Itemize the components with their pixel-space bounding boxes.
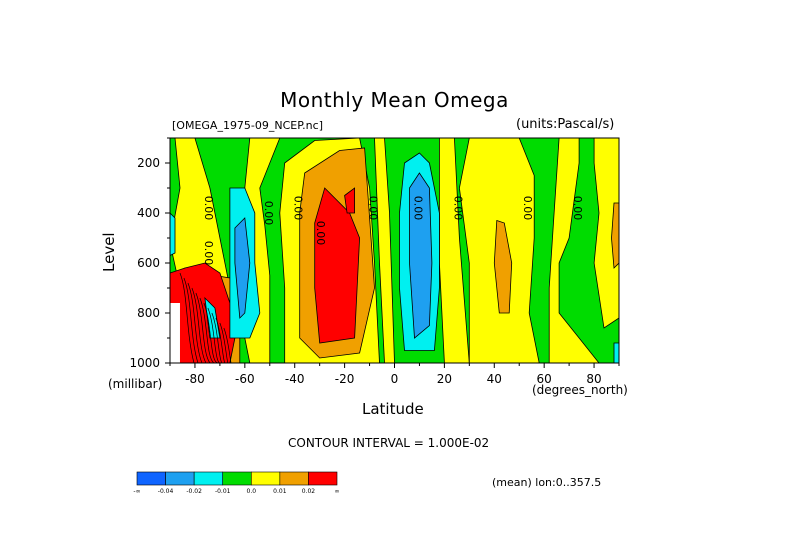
contour-label: 0.00 [521,196,534,221]
y-tick-label: 1000 [129,356,160,370]
colorbar-label: 0.01 [273,488,287,495]
colorbar: -∞ -0.04 -0.02 -0.01 0.0 0.01 0.02 ∞ [133,471,340,495]
dense-contour-line [219,322,234,363]
colorbar-label: -0.02 [186,488,202,495]
contour-field [170,138,619,363]
contour-label: 0.00 [292,196,305,221]
dense-contour-line [191,287,207,363]
contour-band-orange [493,219,513,314]
file-label: [OMEGA_1975-09_NCEP.nc] [172,119,323,132]
y-axis-unit: (millibar) [108,377,163,391]
dense-contour-line [187,282,203,363]
dense-contour-line [211,312,226,363]
contour-band-orange [611,202,619,269]
colorbar-label: -∞ [133,488,140,495]
contour-band-red [344,187,356,214]
dense-contour-line [215,317,230,363]
x-tick-label: 20 [437,372,452,386]
contour-label: 0.00 [571,196,584,221]
colorbar-swatch [279,471,309,486]
x-tick-label: -20 [335,372,355,386]
dense-contour-line [223,327,238,363]
units-label: (units:Pascal/s) [516,117,615,132]
chart-title: Monthly Mean Omega [280,88,509,112]
contour-band-cyan [204,296,221,339]
x-tick-label: 80 [586,372,601,386]
y-tick-label: 800 [137,306,160,320]
missing-data-patch [170,303,180,363]
colorbar-swatch [193,471,224,486]
x-tick-label: 60 [537,372,552,386]
colorbar-label: ∞ [335,488,340,495]
x-axis-unit: (degrees_north) [532,383,628,397]
x-tick-label: -40 [285,372,305,386]
y-axis: 200 400 600 800 1000 [129,137,170,370]
contour-label: 0.00 [202,196,215,221]
colorbar-label: 0.02 [302,488,316,495]
contour-band-yellow [374,138,395,363]
dense-contour-line [207,307,222,363]
colorbar-label: -0.01 [215,488,231,495]
colorbar-swatch [308,471,338,486]
contour-label: 0.00 [262,201,275,226]
contour-band-blue [234,217,251,319]
dense-contour-line [179,272,195,363]
y-tick-label: 600 [137,256,160,270]
contour-interval-note: CONTOUR INTERVAL = 1.000E-02 [288,436,490,450]
dense-contour-line [199,297,215,363]
x-tick-label: 40 [487,372,502,386]
y-axis-label: Level [100,232,118,272]
contour-label: 0.00 [411,196,424,221]
contour-label: 0.00 [314,221,327,246]
contour-band-cyan [613,342,619,363]
colorbar-label: -0.04 [158,488,174,495]
mean-longitude-note: (mean) lon:0..357.5 [492,476,602,489]
y-tick-label: 200 [137,156,160,170]
contour-band-yellow [593,138,619,329]
contour-label: 0.00 [202,241,215,266]
colorbar-swatch [165,471,195,486]
dense-contour-line [195,292,211,363]
contour-label-group: 0.00 0.00 0.00 0.00 0.00 0.00 0.00 0.00 0.00 0.00 [202,196,584,266]
x-tick-label: -60 [235,372,255,386]
dense-contour-line [183,277,199,363]
contour-band-yellow [548,138,600,363]
contour-label: 0.00 [367,196,380,221]
contour-band-cyan [170,212,176,256]
contour-band-red [314,187,361,344]
dense-contour-line [203,302,219,363]
x-axis: -80 -60 -40 -20 0 20 40 60 80 [169,363,620,386]
contour-band-blue [409,172,433,339]
x-tick-label: 0 [391,372,399,386]
contour-label: 0.00 [451,196,464,221]
x-axis-label: Latitude [362,400,424,418]
colorbar-swatch [136,471,166,486]
x-tick-label: -80 [185,372,205,386]
colorbar-swatch [222,471,252,486]
colorbar-label: 0.0 [247,488,257,495]
y-tick-label: 400 [137,206,160,220]
colorbar-swatch [250,471,281,486]
